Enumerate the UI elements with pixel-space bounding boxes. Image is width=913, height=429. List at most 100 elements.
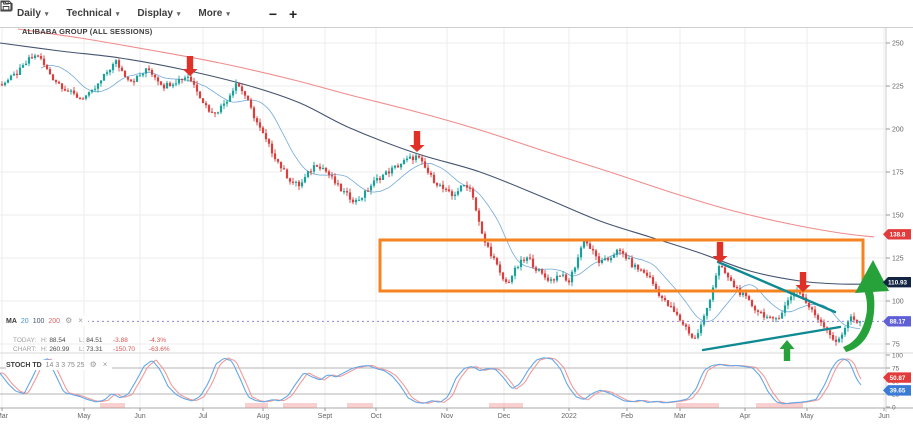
svg-text:Mar: Mar [674, 413, 687, 420]
svg-text:225: 225 [892, 84, 904, 91]
ma-period-100: 100 [32, 317, 45, 325]
timeframe-menu-label: Daily [17, 8, 41, 19]
timeframe-menu[interactable]: Daily ▾ [8, 4, 57, 23]
drawing-annotations[interactable] [182, 56, 890, 361]
stoch-settings-gear-icon[interactable]: ⚙ [89, 360, 97, 369]
svg-text:100: 100 [892, 353, 903, 360]
chart-label: CHART: [13, 346, 37, 353]
svg-text:75: 75 [892, 366, 900, 373]
ma-period-200: 200 [48, 317, 61, 325]
svg-text:100: 100 [892, 299, 904, 306]
chevron-down-icon: ▾ [44, 10, 49, 18]
chart-low: L: 73.31 [79, 346, 103, 353]
today-label: TODAY: [13, 337, 37, 344]
today-change: -3.88 [113, 337, 128, 344]
svg-text:2022: 2022 [561, 413, 577, 420]
ma-close-icon[interactable]: × [78, 316, 83, 325]
save-icon [0, 0, 12, 12]
stoch-k-badge: 39.65 [883, 385, 911, 396]
display-menu-label: Display [137, 8, 173, 19]
ma-20-line [40, 64, 861, 329]
technical-menu-label: Technical [66, 8, 112, 19]
ma-indicator-name: MA [6, 317, 17, 325]
svg-text:150: 150 [892, 213, 904, 220]
svg-text:88.17: 88.17 [890, 319, 906, 326]
svg-text:Jun: Jun [134, 413, 145, 420]
save-chart-button[interactable] [0, 0, 263, 16]
chart-change-pct: -63.6% [149, 346, 170, 353]
up-arrow[interactable] [779, 340, 795, 361]
moving-averages [0, 28, 875, 329]
stoch-close-icon[interactable]: × [102, 360, 108, 369]
svg-text:Nov: Nov [441, 413, 454, 420]
svg-text:Apr: Apr [740, 413, 752, 420]
down-arrow-3[interactable] [712, 242, 728, 263]
more-menu[interactable]: More ▾ [189, 4, 238, 23]
ma200-price-badge: 138.8 [883, 229, 911, 240]
stoch-k-line [0, 357, 862, 405]
price-axis-labels: 250225200175150125100751007550250 [886, 41, 904, 412]
technical-menu[interactable]: Technical ▾ [57, 4, 128, 23]
svg-text:75: 75 [892, 342, 900, 349]
stoch-indicator-legend: STOCH TD 14 3 3 75 25 ⚙ × [6, 360, 113, 370]
today-low: L: 84.51 [79, 337, 103, 344]
today-high: H: 88.54 [41, 337, 66, 344]
svg-text:138.8: 138.8 [890, 232, 906, 239]
svg-text:Mar: Mar [0, 413, 9, 420]
ma-200-line [17, 28, 875, 238]
svg-text:50.87: 50.87 [890, 375, 906, 382]
svg-text:250: 250 [892, 41, 904, 48]
chevron-down-icon: ▾ [226, 10, 230, 18]
last-price-badge: 88.17 [883, 316, 911, 327]
down-arrow-2[interactable] [409, 131, 425, 152]
more-menu-label: More [198, 8, 223, 19]
time-axis-labels: Mar May Jun Jul Aug Sept Oct Nov Dec 2022 Feb Mar Ap… [0, 408, 890, 420]
zoom-out-button[interactable]: − [263, 7, 283, 21]
svg-text:Feb: Feb [621, 413, 633, 420]
svg-text:Aug: Aug [257, 413, 270, 420]
zoom-in-button[interactable]: + [283, 7, 303, 21]
svg-text:May: May [77, 413, 91, 420]
ma-settings-gear-icon[interactable]: ⚙ [65, 316, 73, 325]
resistance-box[interactable] [378, 238, 865, 293]
chart-high: H: 260.99 [41, 346, 70, 353]
open-chart-button[interactable] [0, 1, 251, 16]
trendline-1[interactable] [716, 260, 837, 314]
svg-text:Jul: Jul [199, 413, 208, 420]
svg-text:110.93: 110.93 [888, 280, 907, 287]
svg-text:Jun: Jun [878, 413, 889, 420]
stoch-indicator-name: STOCH TD [6, 361, 42, 369]
down-arrow-4[interactable] [795, 272, 811, 292]
stoch-oversold-bars [100, 403, 803, 408]
candlestick-series [0, 53, 862, 346]
chevron-down-icon: ▾ [176, 10, 181, 18]
display-menu[interactable]: Display ▾ [128, 4, 189, 23]
trendline-2[interactable] [701, 325, 842, 352]
ma-100-line [0, 42, 875, 285]
svg-text:0: 0 [892, 405, 896, 412]
symbol-title: ALIBABA GROUP (ALL SESSIONS) [22, 27, 153, 36]
stoch-d-badge: 50.87 [883, 372, 911, 383]
svg-text:May: May [800, 413, 814, 420]
chart-change: -150.70 [113, 346, 136, 353]
price-stats: TODAY: H: 88.54 L: 84.51 -3.88 -4.3% CHA… [13, 336, 181, 354]
stochastic-lines [0, 357, 862, 405]
svg-text:Dec: Dec [498, 413, 511, 420]
panel-borders [0, 28, 913, 412]
chevron-down-icon: ▾ [115, 10, 120, 18]
svg-text:Oct: Oct [371, 413, 382, 420]
ma-indicator-legend: MA 20 100 200 ⚙ × [6, 316, 88, 326]
stoch-params: 14 3 3 75 25 [45, 361, 85, 369]
curved-up-arrow[interactable] [843, 260, 889, 352]
svg-text:175: 175 [892, 170, 904, 177]
svg-text:39.65: 39.65 [890, 388, 906, 395]
today-change-pct: -4.3% [149, 337, 166, 344]
svg-text:200: 200 [892, 127, 904, 134]
svg-text:Sept: Sept [318, 413, 332, 420]
toolbar: Daily ▾ Technical ▾ Display ▾ More ▾ [0, 0, 913, 28]
stoch-d-line [0, 357, 862, 405]
ma-period-20: 20 [20, 317, 29, 325]
down-arrow-1[interactable] [182, 56, 198, 76]
